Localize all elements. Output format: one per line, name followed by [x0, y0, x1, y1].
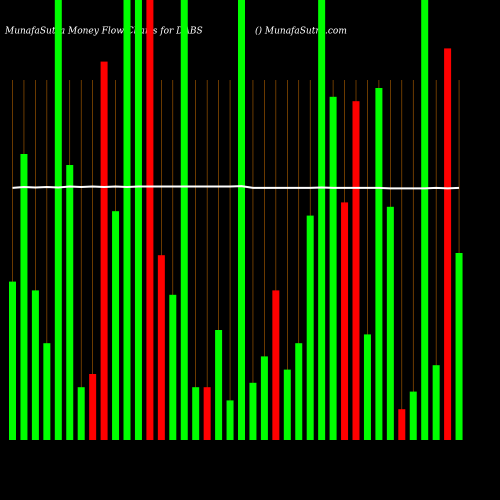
bar: [203, 387, 211, 440]
bar: [352, 101, 360, 440]
bar: [180, 0, 188, 440]
bar: [421, 0, 429, 440]
bar: [77, 387, 85, 440]
bar: [238, 0, 245, 440]
chart-title: MunafaSutra Money Flow Charts for DABS: [4, 27, 203, 37]
bar: [89, 374, 97, 440]
bar: [249, 382, 257, 440]
bar: [455, 253, 463, 440]
bar: [226, 400, 234, 440]
bar: [363, 334, 371, 440]
bar: [386, 206, 394, 440]
bar: [341, 202, 349, 440]
bar: [43, 343, 51, 440]
bar: [444, 48, 452, 441]
bar: [66, 165, 74, 440]
bar: [20, 154, 28, 440]
bar: [272, 290, 280, 440]
bar: [31, 290, 39, 440]
bar: [100, 61, 108, 440]
bar: [215, 330, 223, 440]
bar: [283, 369, 291, 440]
bar: [123, 0, 131, 440]
bar: [112, 211, 120, 440]
bar: [318, 0, 326, 440]
bar: [398, 409, 406, 440]
bar: [329, 96, 337, 441]
bar: [409, 391, 417, 440]
bar: [146, 0, 154, 440]
bar: [260, 356, 268, 440]
bar: [375, 88, 383, 440]
bar: [192, 387, 200, 440]
bar: [134, 0, 142, 440]
bar: [157, 255, 165, 440]
bar: [432, 365, 440, 440]
bar: [9, 281, 16, 440]
bar: [54, 0, 62, 440]
chart-subtitle: () MunafaSutra.com: [255, 26, 347, 37]
money-flow-line: [12, 185, 460, 190]
bar: [295, 343, 303, 440]
bar: [306, 215, 314, 440]
bar: [169, 294, 177, 440]
